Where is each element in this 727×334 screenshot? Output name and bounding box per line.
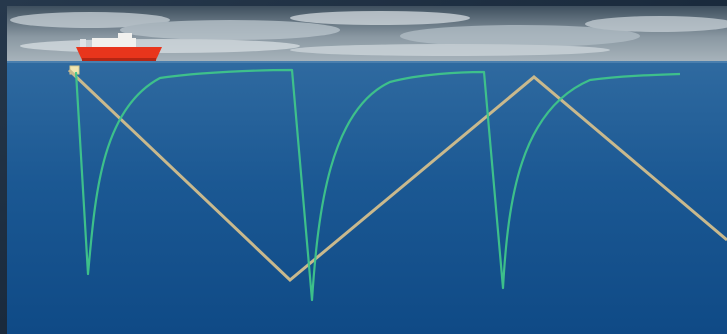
profile-trace-line: [74, 68, 681, 302]
research-vessel: [76, 33, 162, 61]
vessel-bridge: [118, 33, 132, 39]
vessel-crane: [80, 39, 86, 47]
vessel-deck-house: [92, 38, 136, 47]
ocean: [7, 62, 727, 334]
float-trajectory-path: [67, 68, 727, 283]
vessel-hull: [76, 47, 162, 60]
vessel-waterline: [82, 58, 156, 61]
cloud-layer: [10, 11, 727, 56]
